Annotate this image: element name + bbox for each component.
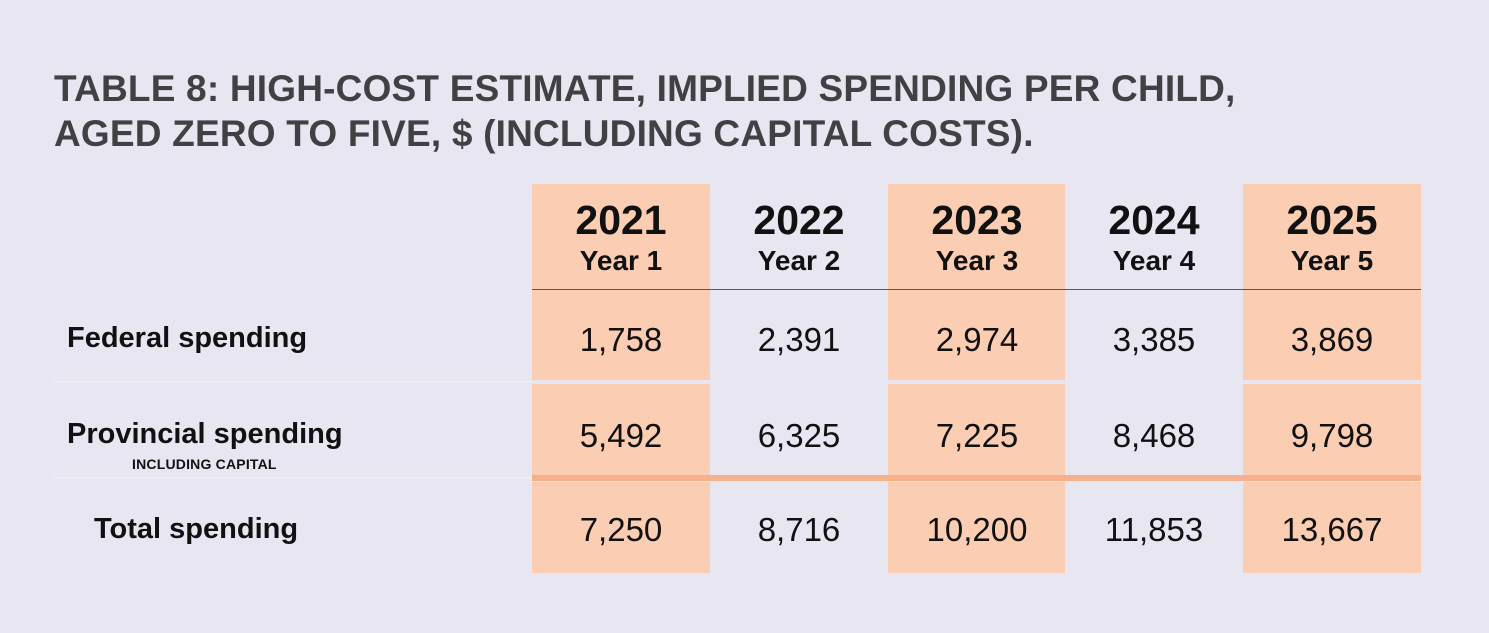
column-year: 2023 [931, 197, 1023, 243]
total-rule [532, 475, 1421, 481]
col-2023-highlight-mid [888, 384, 1065, 476]
col-2021-highlight-top [532, 184, 710, 380]
table-cell: 2,974 [935, 321, 1019, 358]
column-year: 2025 [1286, 197, 1378, 243]
table-cell: 9,798 [1290, 417, 1374, 454]
table-cell: 2,391 [757, 321, 841, 358]
column-header-2021: 2021 Year 1 [532, 196, 710, 278]
col-2025-highlight-mid [1243, 384, 1421, 476]
table-cell: 7,225 [935, 417, 1019, 454]
row-note-provincial: INCLUDING CAPITAL [132, 456, 277, 472]
col-2023-highlight-top [888, 184, 1065, 380]
table-cell: 6,325 [757, 417, 841, 454]
col-2021-highlight-mid [532, 384, 710, 476]
table-cell-total: 11,853 [1104, 511, 1204, 548]
table-cell: 3,385 [1112, 321, 1196, 358]
column-year-label: Year 5 [1290, 245, 1374, 276]
column-header-2024: 2024 Year 4 [1065, 196, 1243, 278]
col-2021-highlight-bottom [532, 482, 710, 573]
column-year-label: Year 1 [579, 245, 663, 276]
table-cell-total: 7,250 [579, 511, 663, 548]
table-cell: 3,869 [1290, 321, 1374, 358]
header-rule [532, 289, 1421, 290]
row-label-total: Total spending [94, 513, 299, 545]
table-cell: 5,492 [579, 417, 663, 454]
column-year-label: Year 2 [757, 245, 841, 276]
column-header-2022: 2022 Year 2 [710, 196, 888, 278]
row-separator-1 [54, 381, 532, 383]
column-year: 2021 [575, 197, 667, 243]
row-label-provincial: Provincial spending [67, 418, 343, 450]
column-header-2023: 2023 Year 3 [888, 196, 1066, 278]
table-cell-total: 10,200 [926, 511, 1028, 548]
col-2023-highlight-bottom [888, 482, 1065, 573]
column-year: 2022 [753, 197, 845, 243]
column-year-label: Year 3 [935, 245, 1019, 276]
column-year-label: Year 4 [1112, 245, 1196, 276]
column-year: 2024 [1108, 197, 1200, 243]
row-separator-2 [54, 477, 532, 479]
col-2025-highlight-bottom [1243, 482, 1421, 573]
table-cell-total: 8,716 [757, 511, 841, 548]
table-title: TABLE 8: HIGH-COST ESTIMATE, IMPLIED SPE… [54, 66, 1354, 156]
table-cell: 8,468 [1112, 417, 1196, 454]
row-label-federal: Federal spending [67, 322, 308, 354]
table-cell: 1,758 [579, 321, 663, 358]
table-cell-total: 13,667 [1281, 511, 1383, 548]
col-2025-highlight-top [1243, 184, 1421, 380]
column-header-2025: 2025 Year 5 [1243, 196, 1421, 278]
table-title-line-2: AGED ZERO TO FIVE, $ (INCLUDING CAPITAL … [54, 113, 1034, 154]
table-title-line-1: TABLE 8: HIGH-COST ESTIMATE, IMPLIED SPE… [54, 68, 1236, 109]
